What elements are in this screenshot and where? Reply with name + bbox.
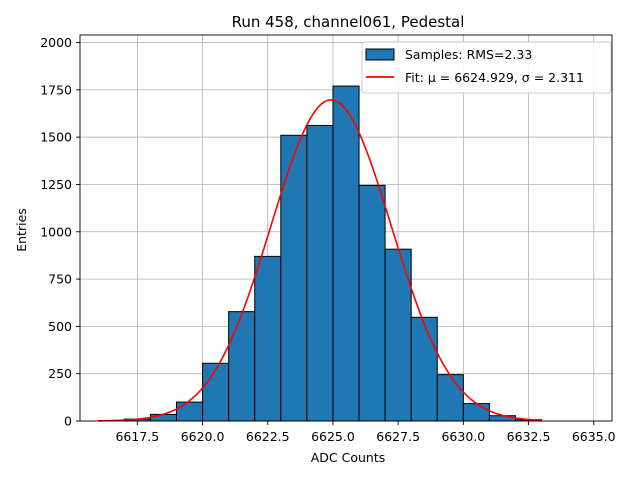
x-axis-label: ADC Counts [311, 450, 386, 465]
y-tick-label: 500 [48, 319, 72, 334]
legend-samples-patch [365, 48, 395, 61]
histogram-bar [149, 413, 177, 422]
y-tick-label: 250 [48, 366, 72, 381]
histogram-bar [175, 401, 204, 422]
y-axis-label: Entries [14, 208, 29, 252]
y-axis: 0 250 500 750 1000 1250 1500 1750 2000 [40, 35, 80, 429]
x-tick-label: 6622.5 [246, 429, 290, 444]
y-tick-label: 750 [48, 272, 72, 287]
x-tick-label: 6635.0 [572, 429, 616, 444]
legend: Samples: RMS=2.33 Fit: μ = 6624.929, σ =… [361, 41, 612, 94]
x-tick-label: 6632.5 [507, 429, 551, 444]
y-tick-label: 2000 [40, 35, 72, 50]
histogram-bar [228, 311, 256, 422]
y-tick-label: 1500 [40, 130, 72, 145]
histogram-bar [410, 316, 438, 422]
histogram-bar [488, 415, 517, 422]
plot-frame [79, 34, 613, 422]
x-tick-label: 6627.5 [376, 429, 420, 444]
histogram-bar [202, 362, 230, 422]
legend-box [361, 41, 612, 94]
legend-fit-label: Fit: μ = 6624.929, σ = 2.311 [405, 70, 584, 85]
x-tick-label: 6630.0 [441, 429, 485, 444]
x-tick-label: 6620.0 [181, 429, 225, 444]
histogram-bar [436, 374, 464, 422]
histogram-bars [123, 85, 543, 422]
histogram-bar [280, 134, 308, 422]
y-tick-label: 0 [64, 414, 72, 429]
fit-curve [98, 99, 542, 422]
chart-title: Run 458, channel061, Pedestal [232, 13, 465, 31]
histogram-bar [462, 403, 490, 422]
x-tick-label: 6617.5 [115, 429, 159, 444]
plot-area [79, 34, 613, 422]
histogram-bar [358, 184, 386, 422]
y-tick-label: 1250 [40, 177, 72, 192]
histogram-bar [332, 85, 360, 422]
legend-samples-label: Samples: RMS=2.33 [405, 47, 532, 62]
x-tick-label: 6625.0 [311, 429, 355, 444]
histogram-bar [254, 255, 282, 422]
y-tick-label: 1000 [40, 224, 72, 239]
y-tick-label: 1750 [40, 82, 72, 97]
x-axis: 6617.5 6620.0 6622.5 6625.0 6627.5 6630.0 6632… [115, 421, 616, 444]
histogram-bar [306, 124, 334, 422]
